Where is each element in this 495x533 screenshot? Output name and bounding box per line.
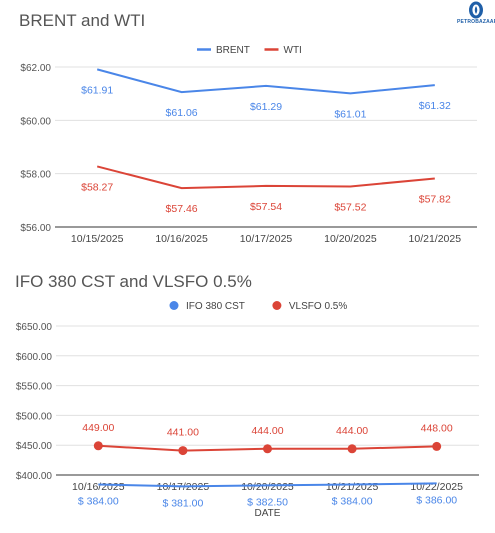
petrobazaar-logo: PETROBAZAAR: [457, 0, 495, 26]
chart2-data-label: $ 386.00: [416, 494, 457, 506]
chart2-ytick-label: $650.00: [16, 322, 53, 333]
chart1-xtick-label: 10/20/2025: [324, 233, 377, 245]
chart2-legend-marker: [272, 301, 282, 310]
chart2-data-label: $ 381.00: [162, 497, 203, 509]
chart1-xtick-label: 10/15/2025: [71, 233, 124, 245]
chart1-data-label: $57.52: [334, 201, 366, 213]
chart1-data-label: $57.82: [419, 193, 451, 205]
chart2-data-label: 441.00: [167, 427, 199, 439]
chart1-title: BRENT and WTI: [19, 11, 146, 30]
chart2-data-point: [178, 446, 188, 456]
chart2-xaxis-title: DATE: [255, 508, 281, 519]
chart1-xtick-label: 10/17/2025: [240, 233, 293, 245]
chart1-data-label: $61.01: [334, 108, 366, 120]
chart1-data-label: $61.29: [250, 101, 282, 113]
chart1-legend-label: BRENT: [216, 45, 250, 56]
chart2-title: IFO 380 CST and VLSFO 0.5%: [15, 272, 252, 291]
chart1-ytick-label: $62.00: [20, 63, 51, 74]
chart2-data-label: $ 384.00: [78, 496, 119, 508]
chart2-data-point: [347, 444, 357, 454]
chart1-ytick-label: $58.00: [20, 170, 51, 181]
chart1-data-label: $61.91: [81, 84, 113, 96]
chart2-xtick-label: 10/21/2025: [326, 481, 379, 493]
chart1-data-label: $61.06: [166, 107, 198, 119]
chart1-series-line: [96, 68, 435, 95]
chart2-data-label: 444.00: [251, 425, 283, 437]
chart1-ytick-label: $60.00: [20, 116, 51, 127]
chart1-ytick-label: $56.00: [20, 223, 51, 234]
chart2-legend-label: IFO 380 CST: [186, 301, 245, 312]
chart1-xtick-label: 10/16/2025: [155, 233, 208, 245]
chart2-xtick-label: 10/20/2025: [241, 481, 294, 493]
chart2-data-point: [263, 444, 272, 454]
chart1-series-line: [96, 165, 435, 190]
chart2-series-line: [98, 482, 437, 488]
chart2-data-label: 448.00: [421, 422, 453, 434]
chart2-data-label: 449.00: [82, 422, 114, 434]
chart2-legend-marker: [169, 301, 179, 310]
chart1-data-label: $57.46: [166, 203, 198, 215]
chart2-data-label: 444.00: [336, 425, 368, 437]
logo-text: PETROBAZAAR: [457, 19, 495, 25]
chart2-legend-label: VLSFO 0.5%: [289, 301, 347, 312]
chart2-ytick-label: $450.00: [16, 441, 53, 452]
chart2-data-label: $ 382.50: [247, 496, 288, 508]
chart1-data-label: $61.32: [419, 100, 451, 112]
chart2-data-label: $ 384.00: [332, 496, 373, 508]
chart1-xtick-label: 10/21/2025: [409, 233, 462, 245]
chart2-data-point: [432, 441, 442, 451]
chart2-ytick-label: $500.00: [16, 411, 53, 422]
chart2-ytick-label: $600.00: [16, 352, 53, 363]
chart1-data-label: $58.27: [81, 181, 113, 193]
drop-icon: [469, 1, 483, 19]
chart2-ytick-label: $400.00: [16, 471, 53, 482]
chart2-xtick-label: 10/16/2025: [72, 481, 125, 493]
chart1-data-label: $57.54: [250, 201, 282, 213]
chart1-legend-label: WTI: [284, 45, 302, 56]
chart2-data-point: [93, 441, 103, 451]
chart2-ytick-label: $550.00: [16, 382, 53, 393]
